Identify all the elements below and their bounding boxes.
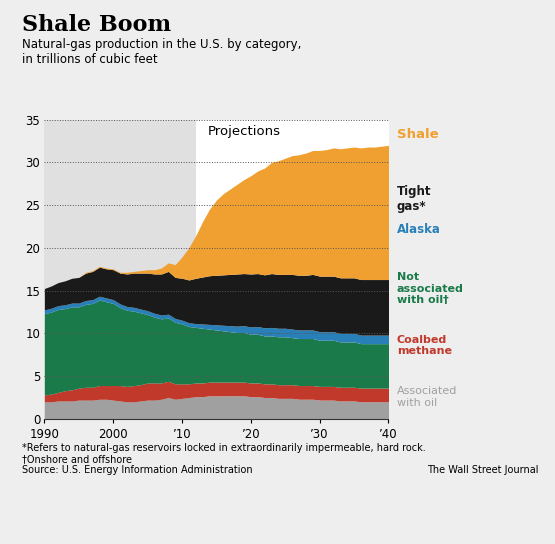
Text: Tight
gas*: Tight gas* [397, 185, 431, 213]
Text: †Onshore and offshore: †Onshore and offshore [22, 454, 132, 464]
Text: Shale: Shale [397, 128, 438, 141]
Text: Associated
with oil: Associated with oil [397, 386, 457, 408]
Text: Not
associated
with oil†: Not associated with oil† [397, 272, 463, 305]
Text: Natural-gas production in the U.S. by category,
in trillions of cubic feet: Natural-gas production in the U.S. by ca… [22, 38, 301, 66]
Text: *Refers to natural-gas reservoirs locked in extraordinarily impermeable, hard ro: *Refers to natural-gas reservoirs locked… [22, 443, 426, 453]
Text: Projections: Projections [208, 125, 280, 138]
Text: Alaska: Alaska [397, 223, 441, 236]
Text: The Wall Street Journal: The Wall Street Journal [427, 465, 538, 475]
Text: Coalbed
methane: Coalbed methane [397, 335, 452, 356]
Text: Source: U.S. Energy Information Administration: Source: U.S. Energy Information Administ… [22, 465, 253, 475]
Bar [196, 120, 395, 419]
Text: Shale Boom: Shale Boom [22, 14, 171, 35]
